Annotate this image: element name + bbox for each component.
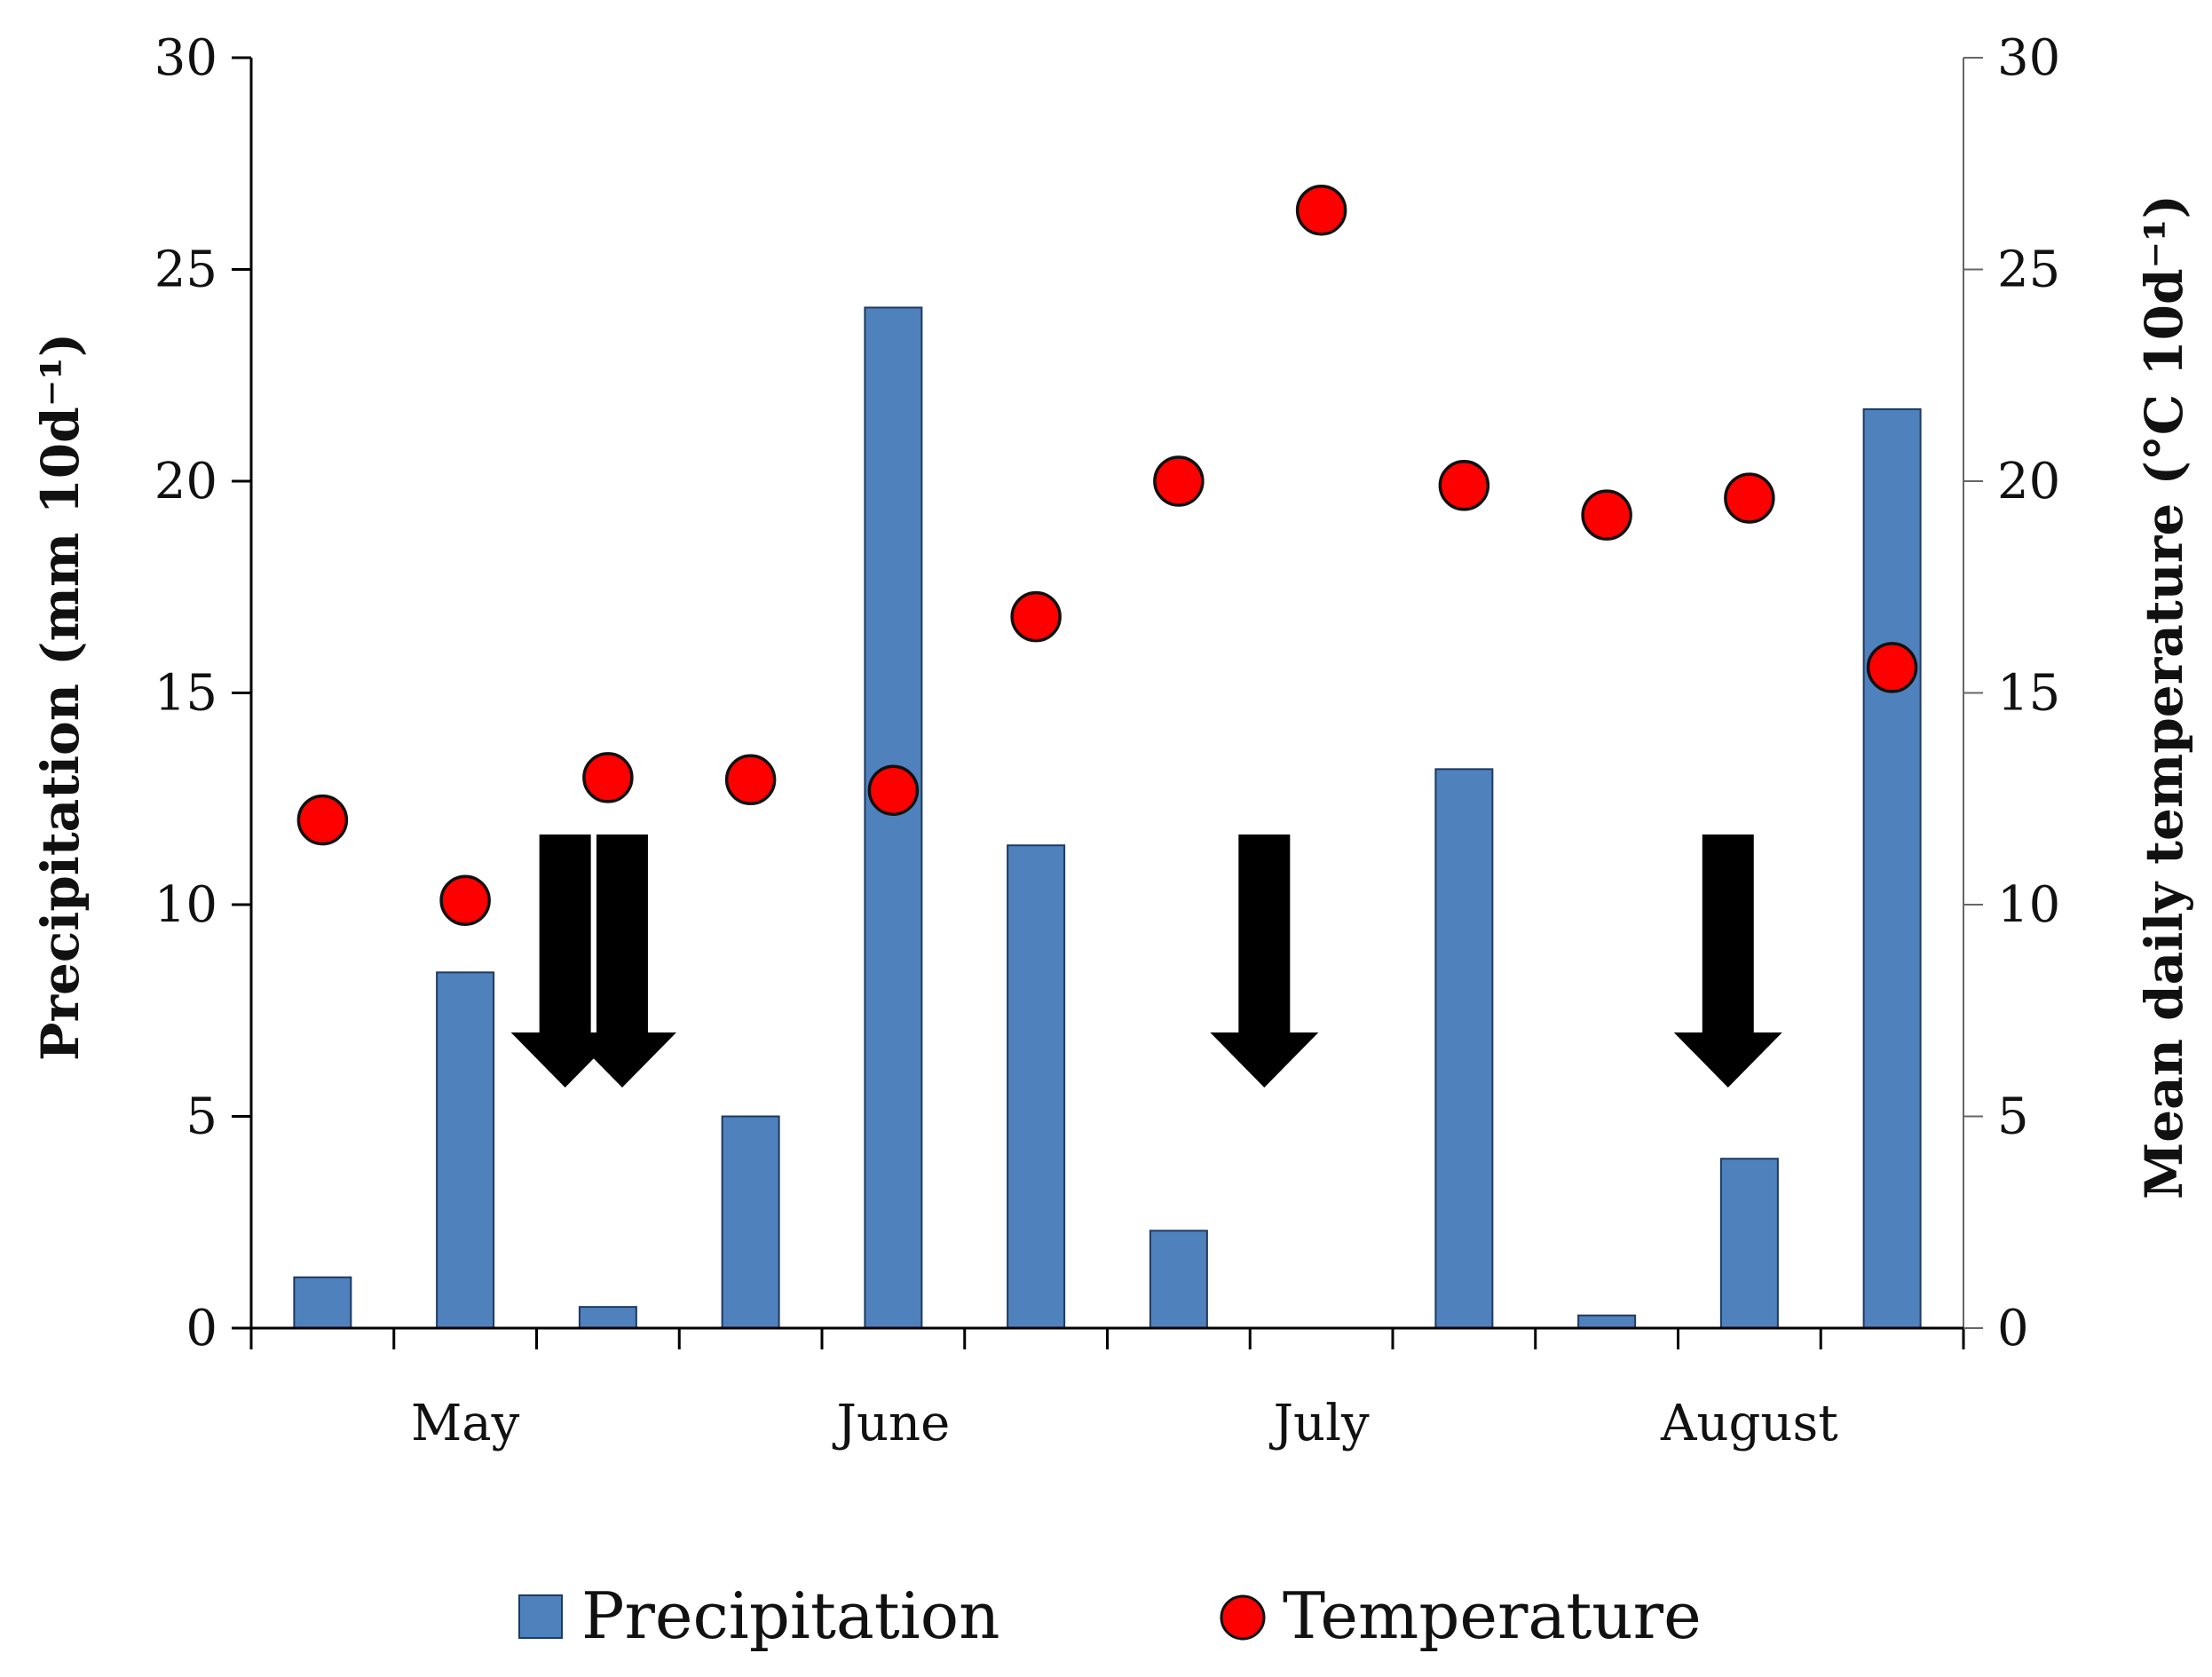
left-axis-tick-labels: 0 5 10 15 20 25 30 xyxy=(154,29,217,1357)
precipitation-bar xyxy=(721,1115,780,1329)
month-label: July xyxy=(1269,1395,1370,1452)
down-arrow xyxy=(1673,835,1782,1088)
month-label: June xyxy=(833,1395,951,1452)
temperature-point xyxy=(1438,460,1490,511)
precipitation-bar xyxy=(1007,844,1066,1329)
temperature-point xyxy=(582,752,634,803)
down-arrow xyxy=(1210,835,1319,1088)
precipitation-bar xyxy=(1434,768,1494,1329)
right-tick-label: 10 xyxy=(1997,876,2060,934)
right-tick-label: 30 xyxy=(1997,29,2060,87)
legend-precipitation-label: Precipitation xyxy=(581,1578,999,1653)
legend: Precipitation Temperature xyxy=(518,1578,1702,1653)
left-tick-label: 15 xyxy=(154,665,217,723)
left-axis-title: Precipitation (mm 10d⁻¹) xyxy=(30,333,91,1061)
precipitation-bar xyxy=(1577,1314,1637,1329)
down-arrow xyxy=(567,835,676,1088)
axes xyxy=(232,56,1983,1349)
precipitation-bar xyxy=(436,971,495,1329)
precipitation-bar xyxy=(578,1306,637,1330)
left-tick-label: 0 xyxy=(186,1300,217,1357)
precipitation-bar xyxy=(1149,1230,1208,1330)
left-tick-label: 20 xyxy=(154,453,217,510)
left-tick-label: 5 xyxy=(186,1088,217,1146)
left-tick-label: 30 xyxy=(154,29,217,87)
temperature-point xyxy=(1153,455,1205,507)
temperature-point xyxy=(1010,590,1062,643)
right-tick-label: 20 xyxy=(1997,453,2060,510)
right-tick-label: 25 xyxy=(1997,241,2060,299)
right-tick-label: 5 xyxy=(1997,1088,2029,1146)
precipitation-bar xyxy=(293,1276,352,1330)
precipitation-bar xyxy=(1719,1158,1779,1329)
x-axis-month-labels: May June July August xyxy=(411,1395,1838,1452)
temperature-point xyxy=(1866,642,1918,693)
legend-precipitation-swatch xyxy=(518,1594,563,1639)
right-tick-label: 0 xyxy=(1997,1300,2029,1357)
right-tick-label: 15 xyxy=(1997,665,2060,723)
down-arrow xyxy=(510,835,620,1088)
temperature-point xyxy=(296,794,349,846)
left-tick-label: 25 xyxy=(154,241,217,299)
temperature-point xyxy=(724,754,777,806)
temperature-points xyxy=(296,184,1918,926)
legend-temperature-label: Temperature xyxy=(1283,1578,1702,1653)
event-arrows xyxy=(510,835,1782,1088)
month-label: August xyxy=(1660,1395,1838,1452)
temperature-point xyxy=(1581,489,1632,541)
precipitation-bars xyxy=(293,306,1922,1330)
right-axis-tick-labels: 0 5 10 15 20 25 30 xyxy=(1997,29,2060,1357)
precipitation-bar xyxy=(1862,407,1922,1329)
temperature-point xyxy=(1295,184,1347,236)
precipitation-bar xyxy=(864,306,923,1329)
left-tick-label: 10 xyxy=(154,876,217,934)
temperature-point xyxy=(1724,472,1775,524)
month-label: May xyxy=(411,1395,520,1452)
temperature-point xyxy=(439,874,491,926)
right-axis-title: Mean daily temperature (°C 10d⁻¹) xyxy=(2134,194,2194,1199)
temperature-point xyxy=(867,764,920,816)
legend-temperature-marker xyxy=(1220,1594,1266,1641)
